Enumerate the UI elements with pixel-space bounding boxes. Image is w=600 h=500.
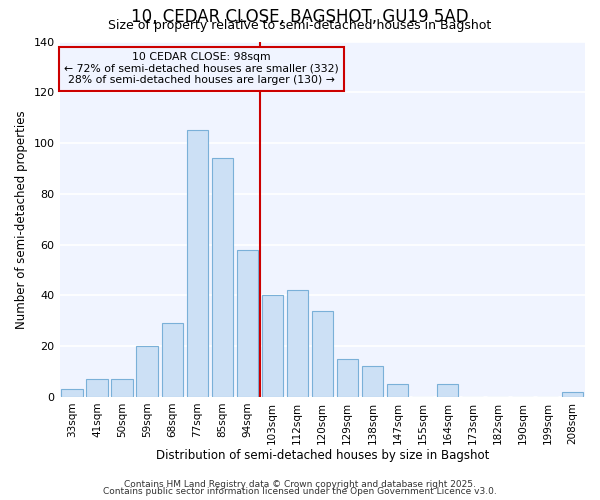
Bar — [387, 384, 408, 397]
Bar — [311, 310, 333, 397]
Text: Contains public sector information licensed under the Open Government Licence v3: Contains public sector information licen… — [103, 488, 497, 496]
Text: 10, CEDAR CLOSE, BAGSHOT, GU19 5AD: 10, CEDAR CLOSE, BAGSHOT, GU19 5AD — [131, 8, 469, 26]
Bar — [262, 296, 283, 397]
Bar — [61, 390, 83, 397]
Y-axis label: Number of semi-detached properties: Number of semi-detached properties — [15, 110, 28, 328]
Bar — [112, 379, 133, 397]
Bar — [86, 379, 108, 397]
Text: Size of property relative to semi-detached houses in Bagshot: Size of property relative to semi-detach… — [109, 18, 491, 32]
Text: 10 CEDAR CLOSE: 98sqm
← 72% of semi-detached houses are smaller (332)
28% of sem: 10 CEDAR CLOSE: 98sqm ← 72% of semi-deta… — [64, 52, 339, 86]
Bar — [187, 130, 208, 397]
Bar — [236, 250, 258, 397]
Bar — [287, 290, 308, 397]
Bar — [212, 158, 233, 397]
Bar — [437, 384, 458, 397]
Bar — [562, 392, 583, 397]
Bar — [161, 324, 183, 397]
X-axis label: Distribution of semi-detached houses by size in Bagshot: Distribution of semi-detached houses by … — [155, 450, 489, 462]
Bar — [337, 359, 358, 397]
Text: Contains HM Land Registry data © Crown copyright and database right 2025.: Contains HM Land Registry data © Crown c… — [124, 480, 476, 489]
Bar — [136, 346, 158, 397]
Bar — [362, 366, 383, 397]
